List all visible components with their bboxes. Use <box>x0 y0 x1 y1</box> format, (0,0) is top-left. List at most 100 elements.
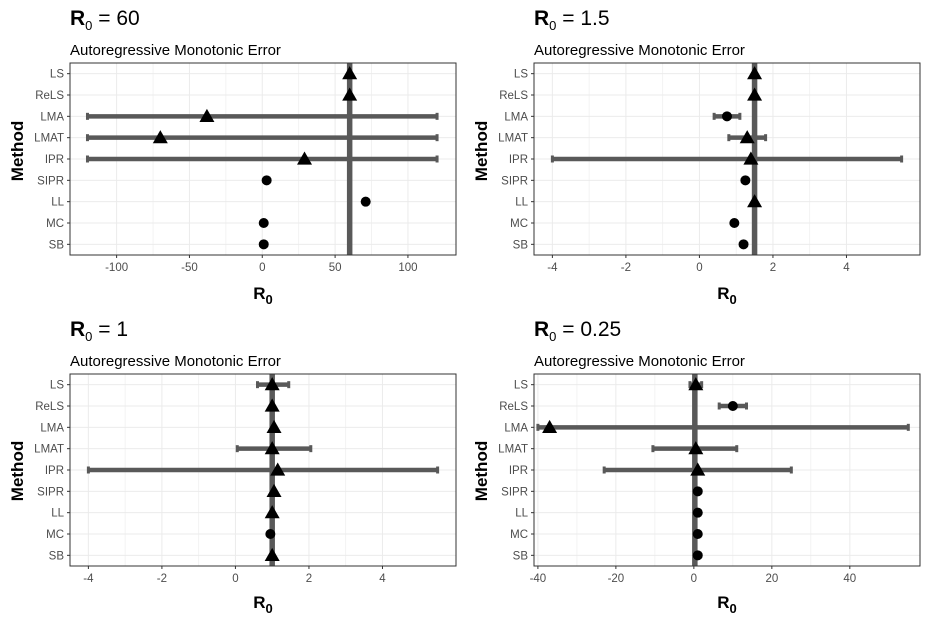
x-tick-label: -2 <box>157 573 167 585</box>
y-tick-label: LL <box>515 508 528 520</box>
x-tick-label: -20 <box>608 573 625 585</box>
panel-title: R0 = 1 <box>70 318 128 344</box>
estimate-circle <box>692 507 703 518</box>
estimate-circle <box>729 218 740 228</box>
title-value: = 60 <box>92 7 139 30</box>
y-tick-label: SB <box>49 239 65 251</box>
panel-title: R0 = 1.5 <box>534 7 610 33</box>
y-tick-label: LL <box>51 197 64 209</box>
estimate-triangle <box>266 419 282 433</box>
estimate-circle <box>692 486 703 497</box>
estimate-triangle <box>264 547 280 561</box>
x-tick-label: -2 <box>621 262 631 274</box>
estimate-triangle <box>264 505 280 519</box>
estimate-triangle <box>152 130 168 144</box>
x-axis-symbol: R <box>253 593 265 612</box>
estimate-triangle <box>264 441 280 455</box>
x-tick-label: 50 <box>329 262 342 274</box>
estimate-circle <box>360 196 371 207</box>
estimate-triangle <box>690 462 706 476</box>
x-axis-title: R0 <box>717 593 737 616</box>
panel-subtitle: Autoregressive Monotonic Error <box>534 42 745 59</box>
y-axis-title: Method <box>8 121 27 181</box>
estimate-triangle <box>743 151 759 165</box>
estimate-circle <box>740 175 751 186</box>
title-value: = 1.5 <box>556 7 609 30</box>
y-tick-label: LL <box>51 508 64 520</box>
x-axis-symbol: R <box>717 284 729 303</box>
x-axis-title: R0 <box>253 593 273 616</box>
title-subscript: 0 <box>549 18 556 33</box>
y-axis-title: Method <box>8 441 27 501</box>
y-tick-label: IPR <box>45 465 64 477</box>
x-axis-title: R0 <box>717 284 737 307</box>
estimate-triangle <box>739 130 755 144</box>
title-symbol: R <box>70 318 85 341</box>
panel-r0-1: R0 = 1 Autoregressive Monotonic Error Me… <box>8 318 457 616</box>
x-tick-label: -4 <box>547 262 558 274</box>
y-tick-label: IPR <box>509 154 528 166</box>
x-tick-label: 0 <box>696 262 702 274</box>
panel-r0-60: R0 = 60 Autoregressive Monotonic Error M… <box>8 7 457 307</box>
estimate-triangle <box>747 66 763 80</box>
y-tick-label: LMAT <box>498 444 528 456</box>
y-axis-title: Method <box>472 121 491 181</box>
y-tick-label: IPR <box>45 154 64 166</box>
estimate-circle <box>727 401 738 411</box>
y-tick-label: LMA <box>504 422 528 434</box>
estimate-triangle <box>342 66 358 80</box>
estimate-circle <box>258 239 269 250</box>
x-tick-label: -4 <box>83 573 94 585</box>
panel-title: R0 = 0.25 <box>534 318 621 344</box>
y-tick-label: LS <box>50 380 64 392</box>
title-symbol: R <box>70 7 85 30</box>
estimate-circle <box>265 529 276 539</box>
y-tick-label: ReLS <box>35 401 64 413</box>
y-tick-label: ReLS <box>35 90 64 102</box>
panel-r0-1-5: R0 = 1.5 Autoregressive Monotonic Error … <box>472 7 921 307</box>
y-tick-label: MC <box>510 529 528 541</box>
x-tick-label: 100 <box>398 262 417 274</box>
estimate-triangle <box>199 108 215 122</box>
x-tick-label: 2 <box>770 262 776 274</box>
estimate-triangle <box>297 151 313 165</box>
x-tick-label: 0 <box>259 262 265 274</box>
estimate-triangle <box>542 419 558 433</box>
estimate-triangle <box>688 377 704 391</box>
y-tick-label: LS <box>50 69 64 81</box>
estimate-circle <box>258 218 269 228</box>
estimate-triangle <box>747 194 763 208</box>
x-tick-label: 20 <box>765 573 778 585</box>
estimate-circle <box>261 175 272 186</box>
y-tick-label: LMA <box>40 111 64 123</box>
estimate-circle <box>692 550 703 561</box>
x-tick-label: -50 <box>181 262 198 274</box>
plot-area: LS ReLS LMA LMAT IPR SIPR LL MC SB -4 -2 0 2 4 <box>498 62 921 274</box>
y-tick-label: LMAT <box>498 133 528 145</box>
x-tick-label: 4 <box>843 262 850 274</box>
y-tick-label: LS <box>514 69 528 81</box>
estimate-triangle <box>264 398 280 412</box>
panel-subtitle: Autoregressive Monotonic Error <box>70 42 281 59</box>
x-tick-label: 0 <box>691 573 697 585</box>
x-tick-label: -40 <box>530 573 547 585</box>
title-subscript: 0 <box>85 18 92 33</box>
x-tick-label: 2 <box>306 573 312 585</box>
panel-subtitle: Autoregressive Monotonic Error <box>70 353 281 370</box>
title-value: = 1 <box>92 318 128 341</box>
title-subscript: 0 <box>85 329 92 344</box>
x-axis-title: R0 <box>253 284 273 307</box>
estimate-triangle <box>342 87 358 101</box>
y-tick-label: LMA <box>504 111 528 123</box>
estimate-circle <box>738 239 749 250</box>
panel-subtitle: Autoregressive Monotonic Error <box>534 353 745 370</box>
x-axis-subscript: 0 <box>730 292 737 307</box>
y-tick-label: SIPR <box>37 486 64 498</box>
x-axis-subscript: 0 <box>266 292 273 307</box>
panel-title: R0 = 60 <box>70 7 140 33</box>
y-tick-label: SB <box>49 550 65 562</box>
y-tick-label: MC <box>510 218 528 230</box>
y-tick-label: SIPR <box>37 175 64 187</box>
title-symbol: R <box>534 7 549 30</box>
